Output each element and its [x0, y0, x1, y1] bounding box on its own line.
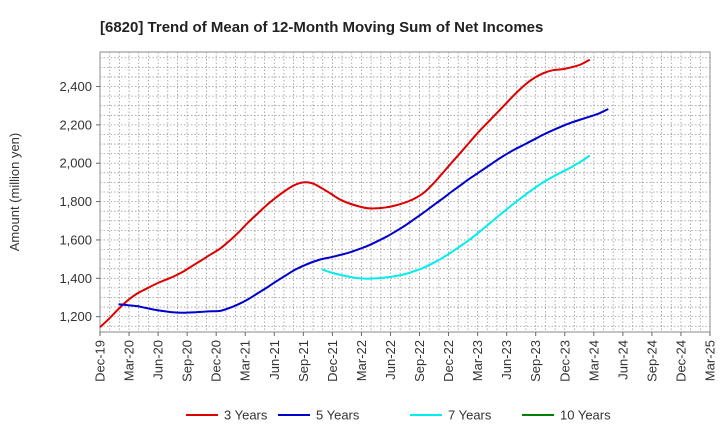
x-tick-label: Dec-20 — [209, 340, 224, 382]
y-tick-label: 1,800 — [59, 194, 92, 209]
x-tick-label: Jun-23 — [499, 340, 514, 380]
x-tick-label: Jun-21 — [267, 340, 282, 380]
y-tick-label: 2,400 — [59, 79, 92, 94]
x-tick-label: Jun-20 — [151, 340, 166, 380]
x-tick-label: Jun-24 — [615, 340, 630, 380]
chart-title: [6820] Trend of Mean of 12-Month Moving … — [100, 19, 543, 36]
x-tick-label: Sep-22 — [412, 340, 427, 382]
gridlines — [99, 52, 711, 332]
x-tick-label: Dec-24 — [673, 340, 688, 382]
y-tick-label: 1,600 — [59, 232, 92, 247]
series-line-5-years — [118, 108, 609, 314]
series-lines — [99, 58, 609, 328]
x-tick-label: Dec-22 — [441, 340, 456, 382]
legend-label: 5 Years — [316, 408, 360, 423]
x-tick-label: Mar-24 — [586, 340, 601, 381]
x-tick-label: Sep-20 — [180, 340, 195, 382]
x-tick-label: Dec-19 — [93, 340, 108, 382]
x-tick-label: Dec-23 — [557, 340, 572, 382]
x-tick-label: Dec-21 — [325, 340, 340, 382]
y-tick-label: 1,200 — [59, 309, 92, 324]
y-tick-label: 1,400 — [59, 271, 92, 286]
x-tick-label: Mar-22 — [354, 340, 369, 381]
x-tick-label: Mar-25 — [703, 340, 718, 381]
x-tick-label: Sep-24 — [644, 340, 659, 382]
y-axis-label: Amount (million yen) — [7, 133, 22, 252]
y-tick-label: 2,000 — [59, 156, 92, 171]
x-tick-label: Jun-22 — [383, 340, 398, 380]
series-line-3-years — [99, 58, 591, 328]
legend-label: 3 Years — [224, 408, 268, 423]
x-axis-ticks: Dec-19 Mar-20 Jun-20 Sep-20 Dec-20 Mar-21 Jun-… — [93, 332, 718, 382]
x-tick-label: Mar-23 — [470, 340, 485, 381]
series-line-7-years — [321, 154, 591, 280]
x-tick-label: Sep-23 — [528, 340, 543, 382]
x-tick-label: Mar-20 — [122, 340, 137, 381]
y-tick-label: 2,200 — [59, 117, 92, 132]
legend: 3 Years 5 Years 7 Years 10 Years — [186, 408, 611, 423]
x-tick-label: Mar-21 — [238, 340, 253, 381]
legend-label: 7 Years — [448, 408, 492, 423]
y-axis-ticks: 1,200 1,400 1,600 1,800 2,000 2,200 2,400 — [59, 79, 100, 324]
legend-label: 10 Years — [560, 408, 611, 423]
x-tick-label: Sep-21 — [296, 340, 311, 382]
